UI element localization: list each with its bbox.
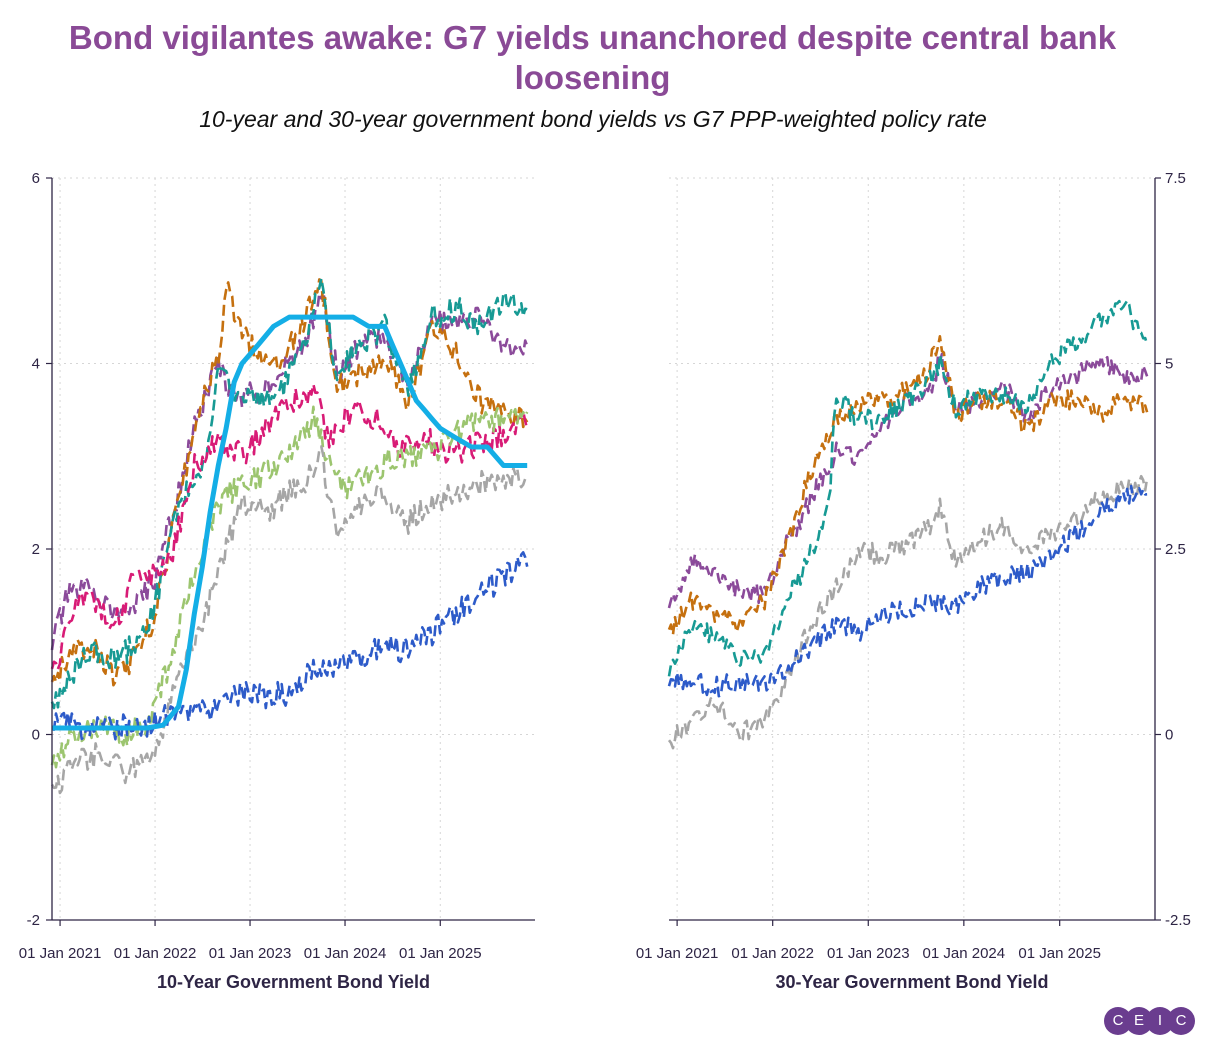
- x-tick-label: 01 Jan 2025: [399, 945, 482, 962]
- ceic-logo: C E I C: [1104, 1007, 1196, 1035]
- x-axis-title: 30-Year Government Bond Yield: [775, 972, 1048, 992]
- series-line-magenta: [50, 383, 529, 671]
- series-line-blue_dark: [667, 484, 1148, 698]
- series-line-grey: [50, 445, 529, 795]
- logo-letter-4: C: [1167, 1007, 1195, 1035]
- y-tick-label: -2.5: [1165, 912, 1191, 929]
- x-tick-label: 01 Jan 2022: [731, 945, 814, 962]
- y-tick-label: 5: [1165, 356, 1173, 373]
- y-tick-label: 7.5: [1165, 170, 1186, 187]
- series-line-green_light: [50, 405, 529, 769]
- x-tick-label: 01 Jan 2024: [304, 945, 387, 962]
- series-line-teal: [667, 299, 1149, 677]
- x-tick-label: 01 Jan 2023: [827, 945, 910, 962]
- y-tick-label: 4: [32, 356, 40, 373]
- x-tick-label: 01 Jan 2021: [636, 945, 719, 962]
- series-line-teal: [50, 277, 528, 710]
- chart-title: Bond vigilantes awake: G7 yields unancho…: [68, 19, 1117, 96]
- x-tick-label: 01 Jan 2021: [19, 945, 102, 962]
- x-tick-label: 01 Jan 2023: [209, 945, 292, 962]
- x-tick-label: 01 Jan 2024: [923, 945, 1006, 962]
- y-tick-label: 2: [32, 541, 40, 558]
- series-line-grey: [667, 474, 1149, 750]
- y-tick-label: 0: [1165, 727, 1173, 744]
- series-line-purple: [50, 289, 529, 651]
- x-axis-title: 10-Year Government Bond Yield: [157, 972, 430, 992]
- y-tick-label: -2: [27, 912, 40, 929]
- series-line-orange: [50, 278, 529, 687]
- series-line-orange: [667, 335, 1149, 636]
- x-tick-label: 01 Jan 2022: [114, 945, 197, 962]
- y-tick-label: 0: [32, 727, 40, 744]
- chart-subtitle: 10-year and 30-year government bond yiel…: [199, 106, 987, 132]
- series-line-blue_dark: [51, 551, 529, 741]
- y-tick-label: 2.5: [1165, 541, 1186, 558]
- x-tick-label: 01 Jan 2025: [1018, 945, 1101, 962]
- y-tick-label: 6: [32, 170, 40, 187]
- series-line-policy: [52, 314, 528, 731]
